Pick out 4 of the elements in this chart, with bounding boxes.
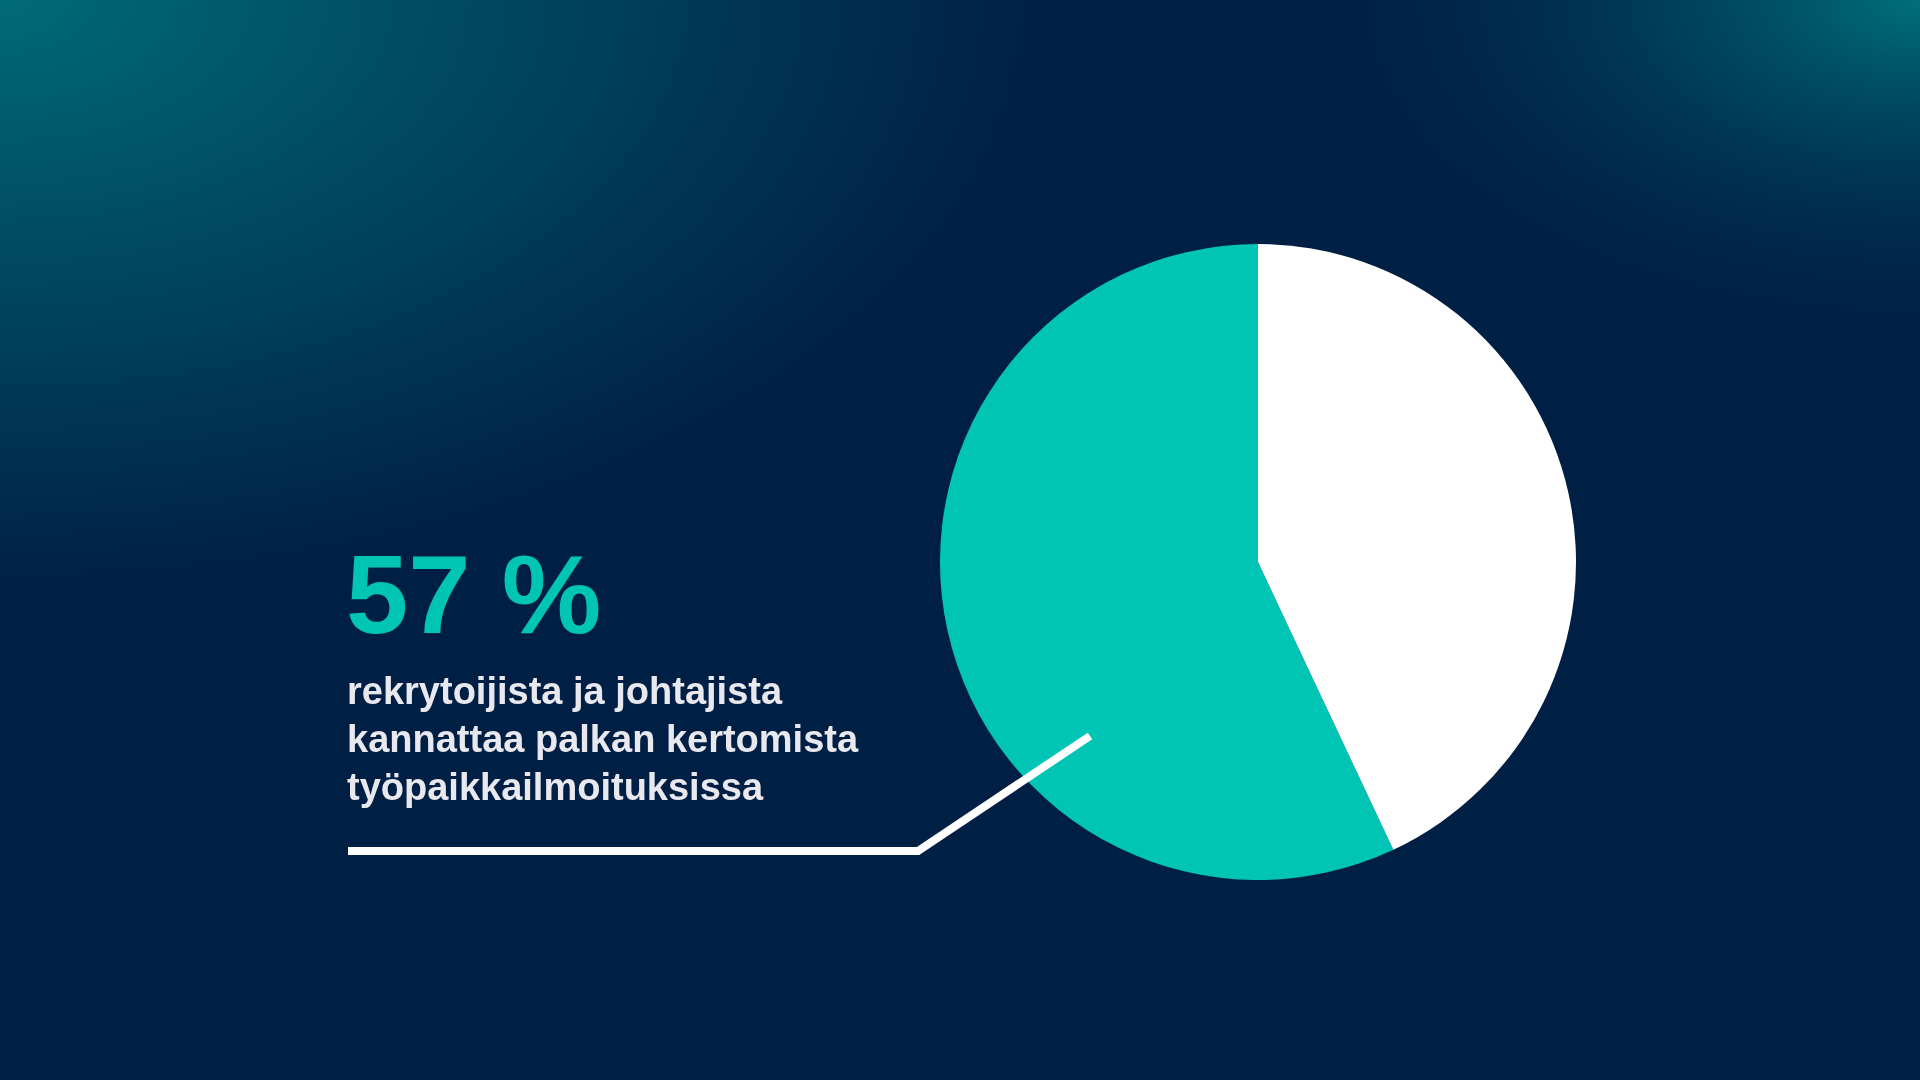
- text: rekrytoijista ja johtajista kannattaa palkan kertomista työpaikkailmoituksissa: [347, 670, 859, 808]
- pie-slice: [940, 244, 1394, 880]
- pie-slice: [1258, 244, 1576, 850]
- data-label: 57 %: [346, 532, 602, 657]
